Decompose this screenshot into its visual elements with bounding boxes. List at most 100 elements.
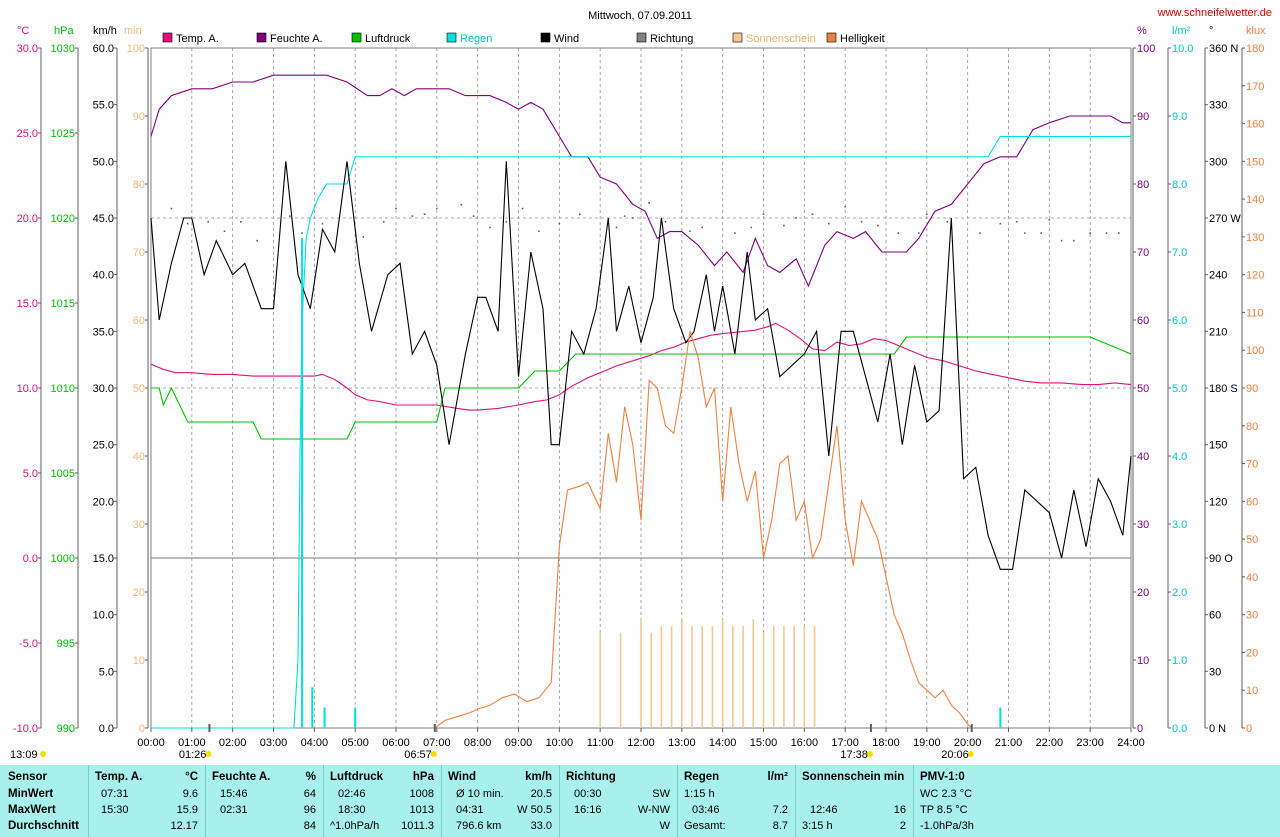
direction-point-1 xyxy=(186,222,189,225)
direction-point-14 xyxy=(436,207,438,210)
direction-point-47 xyxy=(1024,232,1026,234)
axis-label-humidity-9: 10 xyxy=(1137,655,1149,667)
direction-point-22 xyxy=(578,213,581,216)
x-label-13: 13:00 xyxy=(668,737,696,749)
axis-label-temp-7: -5.0 xyxy=(19,638,38,650)
x-label-20: 20:00 xyxy=(954,737,982,749)
sun-header: Sonnenschein min xyxy=(802,771,905,783)
wind-avg10-value: 20.5 xyxy=(530,788,552,800)
legend-swatch-0 xyxy=(162,32,173,43)
axis-label-direction-12: 0 N xyxy=(1209,723,1226,735)
axis-unit-sunshine: min xyxy=(124,25,142,37)
direction-point-46 xyxy=(1015,220,1018,223)
legend-swatch-2 xyxy=(351,32,362,43)
axis-unit-brightness: klux xyxy=(1246,25,1266,37)
press-min-time: 02:46 xyxy=(338,788,366,800)
direction-point-45 xyxy=(999,222,1002,225)
series-line-0 xyxy=(150,322,1132,411)
axis-label-sunshine-0: 100 xyxy=(127,43,145,55)
x-label-7: 07:00 xyxy=(423,737,451,749)
pmv-header: PMV-1:0 xyxy=(920,771,965,783)
direction-point-44 xyxy=(979,232,981,234)
axis-label-pressure-1: 1025 xyxy=(51,128,75,140)
temp-unit: °C xyxy=(185,771,198,783)
direction-point-6 xyxy=(289,215,291,217)
axis-units: °C hPa km/h min% l/m² ° klux xyxy=(17,25,1266,37)
legend-swatch-7 xyxy=(826,32,837,43)
direction-point-30 xyxy=(734,232,736,234)
press-unit: hPa xyxy=(412,771,434,783)
direction-point-28 xyxy=(689,230,691,233)
website-link[interactable]: www.schneifelwetter.de xyxy=(1157,7,1272,19)
axis-label-brightness-2: 160 xyxy=(1246,119,1264,131)
legend-label-2: Luftdruck xyxy=(365,33,411,45)
direction-point-37 xyxy=(844,205,846,208)
x-label-6: 06:00 xyxy=(382,737,410,749)
wind-max-time: 04:31 xyxy=(456,804,484,816)
axis-label-temp-1: 25.0 xyxy=(17,128,38,140)
direction-point-9 xyxy=(362,236,365,238)
stats-col-sensor: Sensor MinWert MaxWert Durchschnitt xyxy=(0,765,88,837)
axis-label-rain-10: 0.0 xyxy=(1172,723,1187,735)
direction-point-3 xyxy=(223,230,226,233)
direction-point-19 xyxy=(521,207,524,210)
x-label-23: 23:00 xyxy=(1076,737,1104,749)
direction-point-10 xyxy=(382,220,385,223)
direction-point-25 xyxy=(632,217,634,219)
axis-label-rain-6: 4.0 xyxy=(1172,451,1187,463)
pmv-dewpoint: TP 8.5 °C xyxy=(920,804,968,816)
hum-header: Feuchte A. xyxy=(212,771,271,783)
x-label-17: 17:00 xyxy=(831,737,859,749)
legend-swatch-4 xyxy=(540,32,551,43)
dir-min-time: 00:30 xyxy=(574,788,602,800)
legend: Temp. A. Feuchte A. Luftdruck Regen Wind Rich… xyxy=(162,32,885,45)
legend-swatch-5 xyxy=(636,32,647,43)
axis-label-temp-2: 20.0 xyxy=(17,213,38,225)
hum-max-time: 02:31 xyxy=(220,804,248,816)
stats-col-rain: Regen l/m² 1:15 h 03:46 7.2 Gesamt: 8.7 xyxy=(677,765,796,837)
temp-max-time: 15:30 xyxy=(101,804,129,816)
temp-avg-value: 12.17 xyxy=(170,820,198,832)
axis-unit-pressure: hPa xyxy=(54,25,74,37)
axis-label-direction-3: 270 W xyxy=(1209,213,1241,225)
axis-label-sunshine-4: 60 xyxy=(133,315,145,327)
x-label-22: 22:00 xyxy=(1036,737,1064,749)
statistics-panel: Sensor MinWert MaxWert Durchschnitt Temp… xyxy=(0,765,1280,837)
stats-col-sunshine: Sonnenschein min 12:46 16 3:15 h 2 xyxy=(795,765,914,837)
series-line-2 xyxy=(151,336,1132,440)
stats-col-pressure: Luftdruck hPa 02:46 1008 18:30 1013 ^1.0… xyxy=(323,765,442,837)
press-avg-value: 1011.3 xyxy=(401,820,434,832)
axis-label-sunshine-9: 10 xyxy=(133,655,145,667)
stats-col-humidity: Feuchte A. % 15:46 64 02:31 96 84 xyxy=(205,765,324,837)
axis-label-direction-0: 360 N xyxy=(1209,43,1238,55)
x-label-16: 16:00 xyxy=(791,737,819,749)
stats-col-direction: Richtung 00:30 SW 16:16 W-NW W xyxy=(559,765,678,837)
sun-max-time: 12:46 xyxy=(810,804,838,816)
direction-point-15 xyxy=(460,203,463,206)
rain-header: Regen xyxy=(684,771,720,783)
stats-col-wind: Wind km/h Ø 10 min. 20.5 04:31 W 50.5 79… xyxy=(441,765,560,837)
temp-min-time: 07:31 xyxy=(101,788,129,800)
pmv-windchill: WC 2.3 °C xyxy=(920,788,973,800)
axis-label-pressure-3: 1015 xyxy=(51,298,75,310)
axis-label-direction-4: 240 xyxy=(1209,270,1227,282)
direction-point-35 xyxy=(811,213,814,216)
axis-label-rain-9: 1.0 xyxy=(1172,655,1187,667)
direction-point-43 xyxy=(946,220,949,223)
axis-label-brightness-8: 100 xyxy=(1246,345,1264,357)
direction-point-8 xyxy=(321,222,324,225)
sun-event-icon-4 xyxy=(967,751,974,757)
direction-point-13 xyxy=(423,213,426,216)
hum-unit: % xyxy=(305,771,316,783)
sun-event-label-1: 01:26 xyxy=(179,749,207,761)
axis-label-direction-2: 300 xyxy=(1209,156,1227,168)
axis-label-rain-5: 5.0 xyxy=(1172,383,1187,395)
axis-label-wind-10: 10.0 xyxy=(93,610,114,622)
direction-point-4 xyxy=(240,220,242,223)
axis-label-wind-5: 35.0 xyxy=(93,326,114,338)
rain-total-label: Gesamt: xyxy=(684,820,726,832)
direction-point-50 xyxy=(1060,239,1063,242)
axis-unit-direction: ° xyxy=(1209,25,1213,37)
axis-label-brightness-3: 150 xyxy=(1246,156,1264,168)
grid xyxy=(150,47,1132,729)
